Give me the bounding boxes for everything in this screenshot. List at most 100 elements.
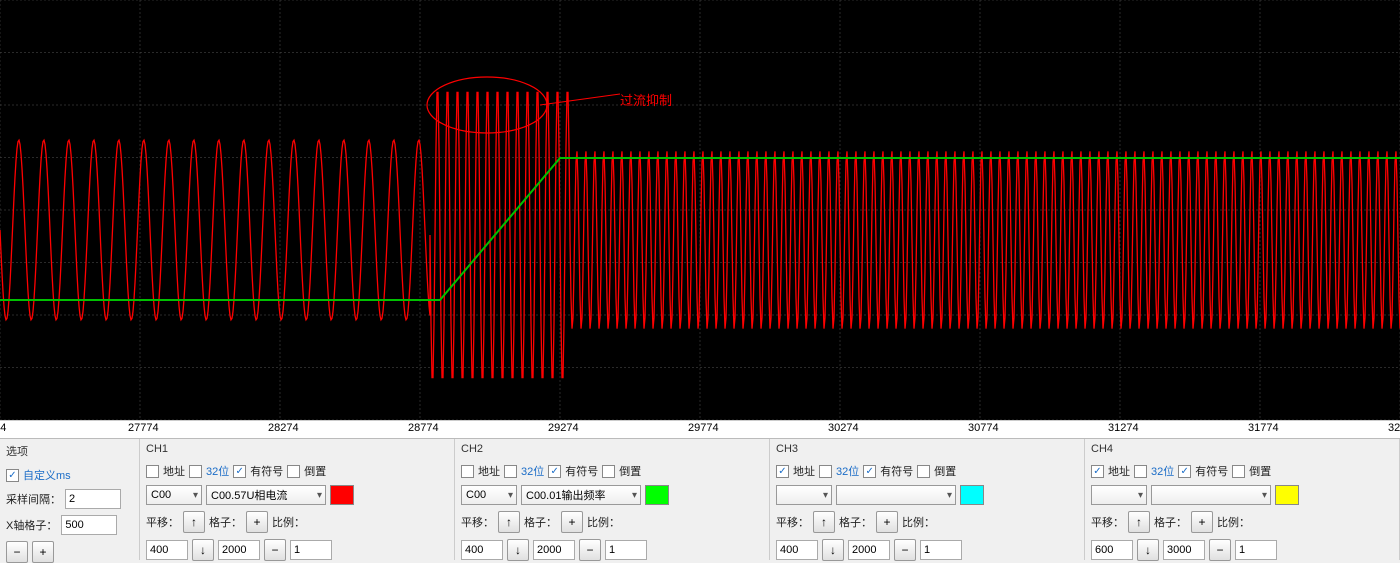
bit32-checkbox[interactable] bbox=[504, 465, 517, 478]
oscilloscope-chart: 过流抑制 bbox=[0, 0, 1400, 420]
xaxis-tick: 29274 bbox=[548, 422, 579, 434]
xaxis-tick: 27774 bbox=[128, 422, 159, 434]
channel-header: CH3 bbox=[776, 443, 1078, 455]
addr-label: 地址 bbox=[793, 463, 815, 479]
signed-checkbox[interactable] bbox=[1178, 465, 1191, 478]
color-swatch[interactable] bbox=[645, 485, 669, 505]
color-swatch[interactable] bbox=[1275, 485, 1299, 505]
signed-checkbox[interactable] bbox=[548, 465, 561, 478]
shift-input[interactable] bbox=[776, 540, 818, 560]
ratio-input[interactable] bbox=[1235, 540, 1277, 560]
xaxis-tick: 31274 bbox=[1108, 422, 1139, 434]
invert-checkbox[interactable] bbox=[287, 465, 300, 478]
addr-label: 地址 bbox=[163, 463, 185, 479]
shift-label: 平移： bbox=[146, 514, 179, 530]
color-swatch[interactable] bbox=[960, 485, 984, 505]
shift-input[interactable] bbox=[146, 540, 188, 560]
param-select[interactable] bbox=[836, 485, 956, 505]
shift-down-button[interactable]: ↓ bbox=[1137, 539, 1159, 561]
code-select[interactable] bbox=[1091, 485, 1147, 505]
ratio-input[interactable] bbox=[920, 540, 962, 560]
custom-checkbox[interactable] bbox=[6, 469, 19, 482]
xaxis-tick: 28274 bbox=[268, 422, 299, 434]
shift-down-button[interactable]: ↓ bbox=[822, 539, 844, 561]
invert-checkbox[interactable] bbox=[917, 465, 930, 478]
bit32-checkbox[interactable] bbox=[1134, 465, 1147, 478]
shift-label: 平移： bbox=[461, 514, 494, 530]
channel-column-3: CH3 地址 32位 有符号 倒置 平移： ↑ 格子： + 比例： ↓ − bbox=[770, 439, 1085, 560]
ch-grid-label: 格子： bbox=[209, 514, 242, 530]
invert-checkbox[interactable] bbox=[1232, 465, 1245, 478]
addr-checkbox[interactable] bbox=[776, 465, 789, 478]
param-select[interactable] bbox=[1151, 485, 1271, 505]
ratio-label: 比例： bbox=[1217, 514, 1250, 530]
shift-down-button[interactable]: ↓ bbox=[192, 539, 214, 561]
grid-input[interactable] bbox=[848, 540, 890, 560]
grid-minus-button[interactable]: − bbox=[264, 539, 286, 561]
channel-header: CH2 bbox=[461, 443, 763, 455]
addr-checkbox[interactable] bbox=[1091, 465, 1104, 478]
signed-checkbox[interactable] bbox=[863, 465, 876, 478]
xaxis-tick: 32 bbox=[1388, 422, 1400, 434]
interval-label: 采样间隔： bbox=[6, 491, 61, 507]
xaxis-tick: 29774 bbox=[688, 422, 719, 434]
grid-minus-button[interactable]: − bbox=[894, 539, 916, 561]
grid-input[interactable] bbox=[218, 540, 260, 560]
shift-up-button[interactable]: ↑ bbox=[498, 511, 520, 533]
bit32-checkbox[interactable] bbox=[819, 465, 832, 478]
code-select[interactable]: C00 bbox=[461, 485, 517, 505]
ratio-input[interactable] bbox=[290, 540, 332, 560]
ratio-label: 比例： bbox=[272, 514, 305, 530]
shift-input[interactable] bbox=[461, 540, 503, 560]
bit32-checkbox[interactable] bbox=[189, 465, 202, 478]
interval-input[interactable] bbox=[65, 489, 121, 509]
options-column: 选项 自定义ms 采样间隔： X轴格子： − + bbox=[0, 439, 140, 560]
channel-header: CH1 bbox=[146, 443, 448, 455]
chart-svg bbox=[0, 0, 1400, 420]
options-header: 选项 bbox=[6, 443, 133, 459]
signed-checkbox[interactable] bbox=[233, 465, 246, 478]
grid-plus-button[interactable]: + bbox=[246, 511, 268, 533]
xaxis-tick: 28774 bbox=[408, 422, 439, 434]
shift-down-button[interactable]: ↓ bbox=[507, 539, 529, 561]
shift-label: 平移： bbox=[776, 514, 809, 530]
grid-minus-button[interactable]: − bbox=[579, 539, 601, 561]
code-select[interactable] bbox=[776, 485, 832, 505]
addr-label: 地址 bbox=[478, 463, 500, 479]
xaxis-tick: 274 bbox=[0, 422, 6, 434]
ratio-label: 比例： bbox=[587, 514, 620, 530]
ratio-label: 比例： bbox=[902, 514, 935, 530]
param-select[interactable]: C00.57U相电流 bbox=[206, 485, 326, 505]
grid-plus-button[interactable]: + bbox=[561, 511, 583, 533]
param-select[interactable]: C00.01输出频率 bbox=[521, 485, 641, 505]
channel-column-1: CH1 地址 32位 有符号 倒置 C00 C00.57U相电流 平移： ↑ 格… bbox=[140, 439, 455, 560]
bit32-label: 32位 bbox=[521, 463, 544, 479]
shift-up-button[interactable]: ↑ bbox=[813, 511, 835, 533]
custom-label: 自定义ms bbox=[23, 467, 71, 483]
xgrid-label: X轴格子： bbox=[6, 517, 57, 533]
addr-checkbox[interactable] bbox=[461, 465, 474, 478]
control-panel: 选项 自定义ms 采样间隔： X轴格子： − + CH1 地址 32位 有符号 … bbox=[0, 438, 1400, 560]
bit32-label: 32位 bbox=[206, 463, 229, 479]
ratio-input[interactable] bbox=[605, 540, 647, 560]
ch-grid-label: 格子： bbox=[524, 514, 557, 530]
signed-label: 有符号 bbox=[565, 463, 598, 479]
addr-label: 地址 bbox=[1108, 463, 1130, 479]
shift-up-button[interactable]: ↑ bbox=[183, 511, 205, 533]
grid-minus-button[interactable]: − bbox=[1209, 539, 1231, 561]
grid-input[interactable] bbox=[1163, 540, 1205, 560]
color-swatch[interactable] bbox=[330, 485, 354, 505]
invert-label: 倒置 bbox=[1249, 463, 1271, 479]
xaxis-tick: 30274 bbox=[828, 422, 859, 434]
shift-label: 平移： bbox=[1091, 514, 1124, 530]
channel-column-2: CH2 地址 32位 有符号 倒置 C00 C00.01输出频率 平移： ↑ 格… bbox=[455, 439, 770, 560]
grid-plus-button[interactable]: + bbox=[876, 511, 898, 533]
addr-checkbox[interactable] bbox=[146, 465, 159, 478]
shift-input[interactable] bbox=[1091, 540, 1133, 560]
code-select[interactable]: C00 bbox=[146, 485, 202, 505]
xgrid-input[interactable] bbox=[61, 515, 117, 535]
invert-checkbox[interactable] bbox=[602, 465, 615, 478]
shift-up-button[interactable]: ↑ bbox=[1128, 511, 1150, 533]
grid-plus-button[interactable]: + bbox=[1191, 511, 1213, 533]
grid-input[interactable] bbox=[533, 540, 575, 560]
